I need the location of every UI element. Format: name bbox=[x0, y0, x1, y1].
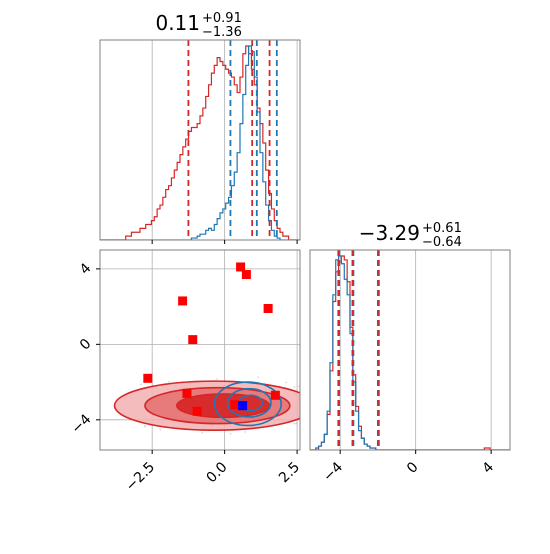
panel-background bbox=[100, 40, 300, 240]
param2-title: −3.29 +0.61 −0.64 bbox=[359, 221, 462, 250]
param2-histogram-panel bbox=[309, 249, 511, 451]
param2-title-upper: +0.61 bbox=[422, 221, 462, 236]
scatter-point bbox=[244, 430, 247, 433]
scatter-point bbox=[292, 422, 295, 425]
scatter-point bbox=[143, 424, 146, 427]
param1-histogram-series-a bbox=[100, 45, 300, 240]
marker-point bbox=[230, 400, 240, 410]
scatter-point bbox=[295, 422, 298, 425]
scatter-point bbox=[216, 378, 218, 380]
marker-point bbox=[143, 373, 153, 383]
param1-title: 0.11 +0.91 −1.36 bbox=[155, 11, 241, 40]
panel-content bbox=[310, 250, 510, 450]
joint-2d-panel bbox=[99, 249, 309, 451]
panel-border bbox=[309, 249, 511, 451]
scatter-point bbox=[201, 431, 204, 434]
param1-histogram-panel bbox=[99, 39, 301, 241]
x-tick-label-param1: −2.5 bbox=[123, 459, 158, 494]
x-tick-label-param1: 2.5 bbox=[276, 459, 303, 486]
param2-title-median: −3.29 bbox=[359, 221, 420, 245]
x-tick-label-param1: 0.0 bbox=[204, 459, 231, 486]
y-tick-label-param2: 0 bbox=[77, 336, 95, 354]
y-tick-label-param2: 4 bbox=[77, 260, 95, 278]
marker-point bbox=[236, 262, 246, 272]
panel-background bbox=[310, 250, 510, 450]
contour-series-a bbox=[226, 387, 272, 418]
scatter-point bbox=[229, 432, 232, 435]
marker-point bbox=[241, 270, 251, 280]
scatter-point bbox=[257, 376, 260, 379]
param2-histogram-series-a bbox=[310, 255, 510, 450]
panel-border bbox=[99, 249, 301, 451]
marker-point bbox=[182, 388, 192, 398]
panel-border bbox=[99, 39, 301, 241]
scatter-point bbox=[305, 417, 307, 419]
scatter-point bbox=[307, 419, 309, 421]
marker-point bbox=[178, 296, 188, 306]
x-tick-label-param2: −4 bbox=[320, 459, 346, 485]
marker-point bbox=[270, 390, 280, 400]
scatter-point bbox=[139, 383, 142, 386]
y-tick-label-param2: −4 bbox=[69, 411, 95, 437]
marker-point bbox=[188, 335, 198, 345]
param1-title-upper: +0.91 bbox=[202, 11, 242, 26]
highlight-marker-point bbox=[238, 401, 248, 411]
scatter-point bbox=[159, 428, 162, 431]
marker-point bbox=[263, 303, 273, 313]
param1-histogram-series-b bbox=[100, 45, 300, 240]
param1-title-lower: −1.36 bbox=[202, 25, 242, 40]
contour-series-a bbox=[213, 381, 282, 427]
scatter-point bbox=[168, 380, 170, 383]
x-tick-label-param2: 4 bbox=[480, 459, 498, 477]
panel-content bbox=[100, 40, 300, 240]
x-tick-label-param2: 0 bbox=[404, 459, 422, 477]
scatter-point bbox=[285, 381, 288, 384]
panel-content bbox=[100, 250, 309, 450]
param2-title-lower: −0.64 bbox=[422, 235, 462, 250]
param1-title-median: 0.11 bbox=[155, 11, 200, 35]
marker-point bbox=[192, 406, 202, 416]
param2-histogram-series-b bbox=[310, 255, 510, 450]
scatter-point bbox=[293, 386, 296, 389]
